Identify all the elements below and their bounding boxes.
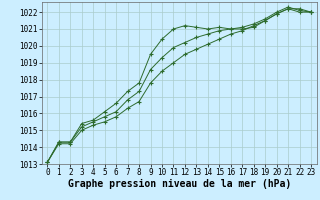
X-axis label: Graphe pression niveau de la mer (hPa): Graphe pression niveau de la mer (hPa) — [68, 179, 291, 189]
